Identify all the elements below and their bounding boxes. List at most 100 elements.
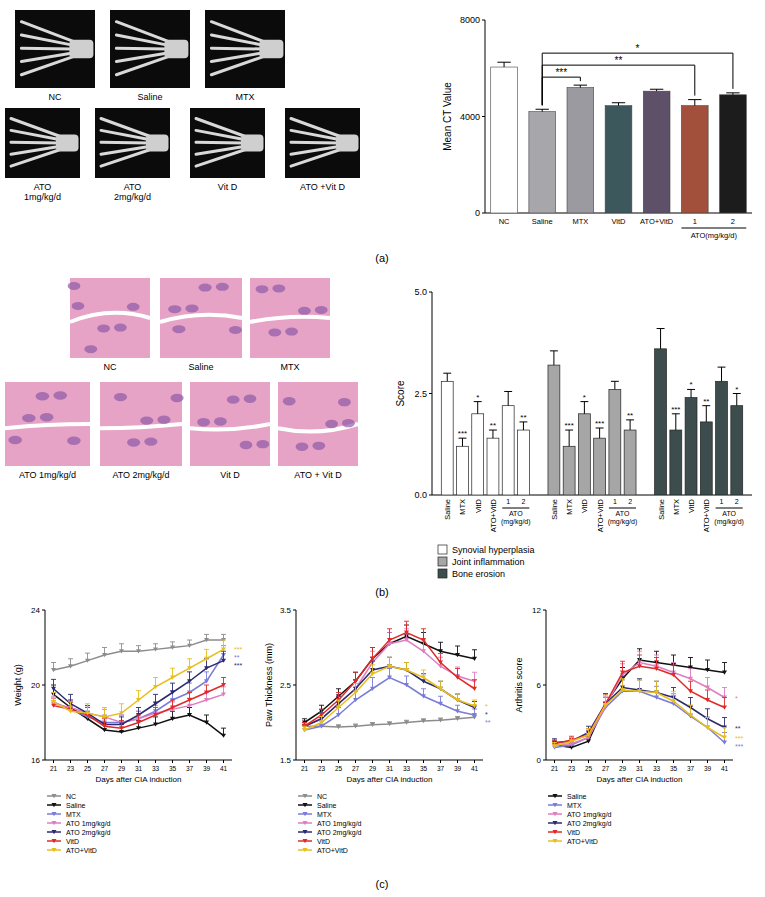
joint-space [5,424,90,428]
bone [101,130,149,139]
point [472,657,477,661]
error-bar [687,389,695,397]
image-label: Saline [188,362,213,372]
x-tick-label: 37 [186,765,194,772]
x-tick-label: 1 [613,498,617,505]
bone [11,150,59,166]
x-tick-label: 37 [687,765,695,772]
image-label: MTX [281,362,300,372]
point [353,698,358,702]
plot-area [441,329,742,495]
x-tick [474,760,475,763]
x-tick-label: 1 [693,217,697,226]
x-tick [189,760,190,763]
y-tick [543,610,546,611]
error-bar [733,394,741,406]
point [387,638,392,642]
error-bar [504,391,512,405]
point [455,698,460,702]
legend-marker [303,794,308,798]
joint-space [100,424,182,428]
point [472,687,477,691]
legend-swatch [438,569,447,578]
legend-marker [303,821,308,825]
y-tick-label: 2.5 [280,681,292,690]
bone [11,119,59,137]
bar [457,446,469,495]
tissue [8,436,22,444]
tissue [315,306,328,314]
tissue [240,441,253,449]
point [705,698,710,702]
image-label: NC [104,362,117,372]
histology-image [68,278,150,358]
point [187,679,192,683]
bone [196,150,244,166]
legend-label: VitD [66,838,79,845]
bone [291,150,339,166]
series-line [305,636,475,722]
x-tick [673,760,674,763]
x-tick-label: 23 [568,765,576,772]
panel-label: (c) [376,878,389,890]
bar-chart: 040008000Mean CT ValueNCSalineMTXVitDATO… [442,15,752,240]
bone [211,35,262,45]
point [455,717,460,721]
bone [211,47,262,51]
error-bar [574,85,587,87]
point [221,734,226,738]
y-tick-label: 2.5 [414,389,427,399]
point [153,702,158,706]
y-tick-label: 1.5 [280,756,292,765]
series-line [305,640,475,726]
image-frame [15,10,95,88]
bone [11,130,59,139]
bone [211,57,262,75]
legend-label: Saline [66,802,86,809]
x-tick-label: 29 [118,765,126,772]
legend-marker [303,812,308,816]
significance: * [636,43,640,54]
legend-label: Saline [567,793,587,800]
x-tick-label: 29 [619,765,627,772]
x-tick-label: 25 [585,765,593,772]
significance: *** [564,421,573,430]
series-line [555,660,725,748]
legend-marker [303,830,308,834]
bar [716,381,728,495]
group-label: (mg/kg/d) [714,518,744,526]
histology-image [100,382,184,466]
x-tick-label: VitD [611,217,626,226]
y-tick [543,685,546,686]
point [438,718,443,722]
point [102,715,107,719]
legend-label: ATO+VitD [317,847,348,854]
x-tick [457,760,458,763]
bar [700,422,712,495]
legend-label: ATO 2mg/kg/d [567,820,612,828]
point [85,659,90,663]
point [85,711,90,715]
tissue [229,326,242,334]
point [119,726,124,730]
point [688,689,693,693]
tissue [285,328,298,336]
point [722,671,727,675]
y-tick-label: 5.0 [414,287,427,297]
point [722,741,727,745]
point [102,724,107,728]
x-tick-label: 33 [653,765,661,772]
bone [196,130,244,139]
image-frame [160,278,242,358]
significance: ** [615,55,623,66]
point [620,671,625,675]
ct-image [15,10,95,88]
point [637,664,642,668]
bone [291,130,339,139]
point [119,711,124,715]
point [204,638,209,642]
point [421,638,426,642]
legend-label: VitD [317,838,330,845]
bar [624,430,636,495]
x-axis-label: Days after CIA induction [347,775,433,784]
